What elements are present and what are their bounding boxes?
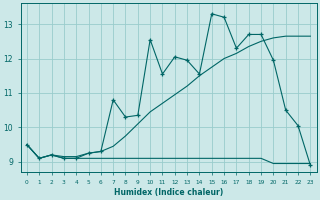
X-axis label: Humidex (Indice chaleur): Humidex (Indice chaleur) <box>114 188 223 197</box>
